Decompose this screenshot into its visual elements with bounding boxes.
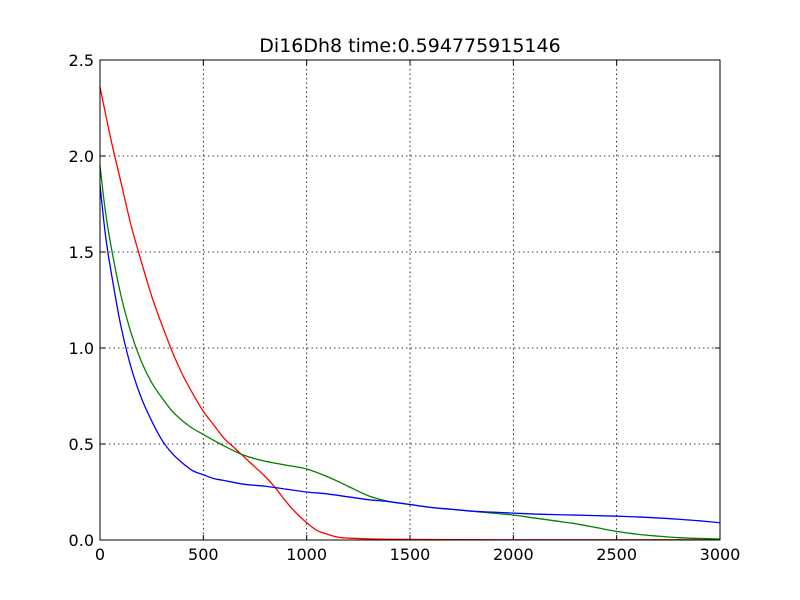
- x-tick-label: 1500: [390, 545, 431, 564]
- x-tick-label: 500: [188, 545, 219, 564]
- y-tick-label: 1.5: [69, 243, 94, 262]
- x-tick-label: 2500: [596, 545, 637, 564]
- y-tick-labels: 0.0 0.5 1.0 1.5 2.0 2.5: [69, 51, 94, 550]
- x-tick-label: 1000: [286, 545, 327, 564]
- y-tick-label: 0.5: [69, 435, 94, 454]
- x-tick-label: 3000: [700, 545, 741, 564]
- y-tick-label: 1.0: [69, 339, 94, 358]
- y-tick-label: 2.0: [69, 147, 94, 166]
- series-line-1: [99, 86, 720, 541]
- tick-marks: [99, 59, 721, 541]
- x-tick-label: 2000: [493, 545, 534, 564]
- y-tick-label: 2.5: [69, 51, 94, 70]
- series-layer: [99, 86, 721, 541]
- x-tick-labels: 0 500 1000 1500 2000 2500 3000: [95, 545, 740, 564]
- chart-title: Di16Dh8 time:0.594775915146: [259, 35, 560, 57]
- x-tick-label: 0: [95, 545, 105, 564]
- series-line-3: [99, 184, 721, 524]
- grid-lines: [100, 60, 720, 540]
- y-tick-label: 0.0: [69, 531, 94, 550]
- series-line-2: [99, 165, 721, 540]
